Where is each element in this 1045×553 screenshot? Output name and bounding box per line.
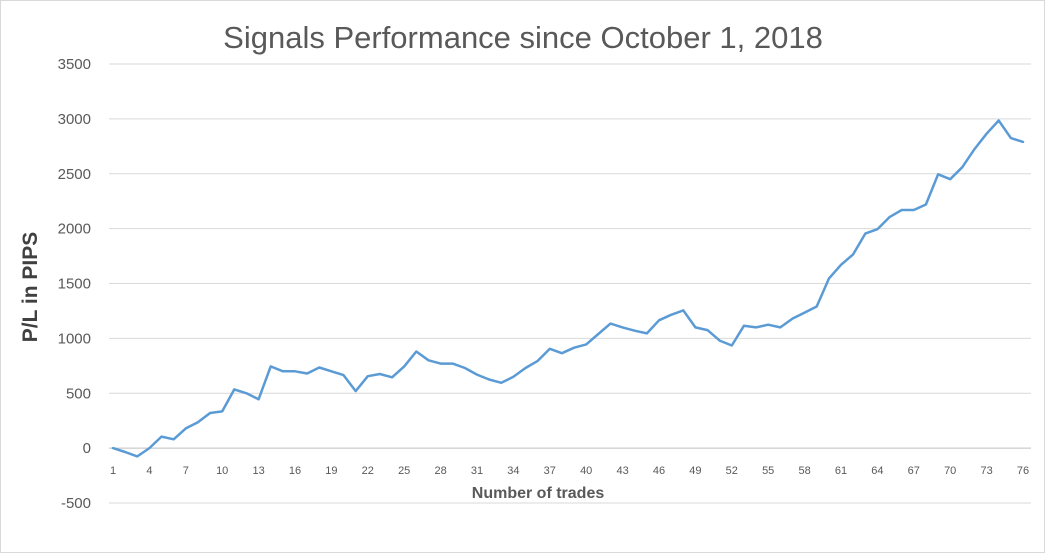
x-axis-ticks: 1 4 7 10 13 16 19 22 25 28 31 34 37 40 43 46 49 52 55 58 61 6… [110,465,1029,477]
series-line [111,119,1025,458]
series-layer [111,119,1025,458]
x-tick-label: 25 [398,465,410,477]
x-tick-label: 28 [434,465,446,477]
y-axis-ticks: -500 0 500 1000 1500 2000 2500 3000 3500 [58,56,91,512]
x-tick-label: 31 [471,465,483,477]
y-tick-label: 500 [66,385,91,402]
x-tick-label: 4 [146,465,152,477]
x-tick-label: 52 [726,465,738,477]
y-tick-label: 0 [83,440,91,457]
y-tick-label: 3500 [58,56,91,73]
y-tick-label: 2000 [58,221,91,238]
x-tick-label: 61 [835,465,847,477]
y-tick-label: 2500 [58,166,91,183]
x-tick-label: 22 [362,465,374,477]
y-tick-label: 3000 [58,111,91,128]
x-tick-label: 73 [980,465,992,477]
x-tick-label: 34 [507,465,519,477]
x-tick-label: 70 [944,465,956,477]
chart-title: Signals Performance since October 1, 201… [223,20,823,55]
x-tick-label: 37 [544,465,556,477]
x-axis-label: Number of trades [472,485,605,502]
x-tick-label: 43 [616,465,628,477]
y-tick-label: 1500 [58,276,91,293]
x-tick-label: 55 [762,465,774,477]
x-tick-label: 49 [689,465,701,477]
x-tick-label: 40 [580,465,592,477]
y-tick-label: -500 [61,495,91,512]
y-tick-label: 1000 [58,330,91,347]
x-tick-label: 7 [183,465,189,477]
gridlines [109,63,1031,504]
x-tick-label: 13 [252,465,264,477]
y-axis-label: P/L in PIPS [19,232,42,342]
x-tick-label: 10 [216,465,228,477]
x-tick-label: 1 [110,465,116,477]
x-tick-label: 19 [325,465,337,477]
x-tick-label: 46 [653,465,665,477]
x-tick-label: 76 [1017,465,1029,477]
x-tick-label: 64 [871,465,883,477]
x-tick-label: 58 [798,465,810,477]
x-tick-label: 67 [908,465,920,477]
x-tick-label: 16 [289,465,301,477]
